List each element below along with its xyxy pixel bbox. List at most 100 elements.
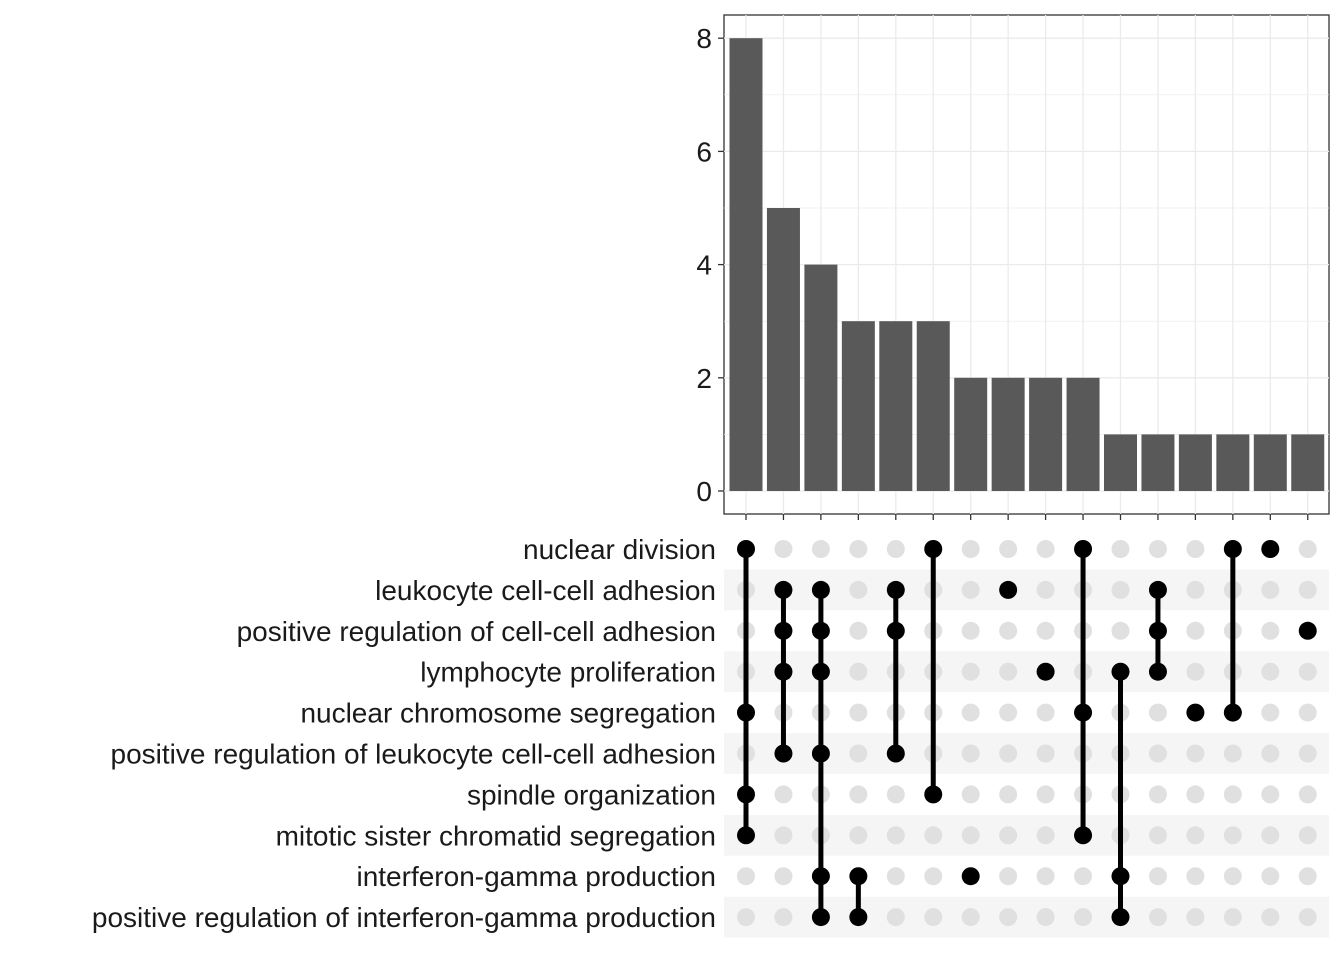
matrix-dot-inactive — [1223, 785, 1242, 804]
intersection-bar — [729, 38, 763, 491]
y-tick-label: 6 — [696, 136, 712, 167]
matrix-dot-inactive — [849, 580, 868, 599]
matrix-dot-active — [774, 621, 793, 640]
matrix-dot-active — [999, 580, 1018, 599]
matrix-dot-inactive — [774, 908, 793, 927]
matrix-dot-inactive — [886, 826, 905, 845]
set-label: interferon-gamma production — [356, 861, 716, 892]
matrix-dot-inactive — [1036, 744, 1055, 763]
matrix-dot-active — [961, 867, 980, 886]
matrix-dot-inactive — [849, 703, 868, 722]
matrix-dot-inactive — [1223, 744, 1242, 763]
matrix-dot-inactive — [1036, 621, 1055, 640]
matrix-dot-inactive — [1298, 540, 1317, 558]
matrix-dot-inactive — [1261, 785, 1280, 804]
matrix-dot-inactive — [999, 703, 1018, 722]
matrix-dot-inactive — [999, 621, 1018, 640]
matrix-dot-inactive — [1111, 580, 1130, 599]
matrix-dot-inactive — [1223, 826, 1242, 845]
matrix-dot-inactive — [1186, 540, 1205, 558]
set-label: positive regulation of cell-cell adhesio… — [237, 616, 716, 647]
set-label: lymphocyte proliferation — [420, 657, 716, 688]
matrix-dot-active — [924, 785, 943, 804]
matrix-dot-inactive — [961, 703, 980, 722]
y-tick-label: 2 — [696, 363, 712, 394]
matrix-dot-inactive — [924, 867, 943, 886]
matrix-dot-inactive — [886, 785, 905, 804]
intersection-bar — [1291, 434, 1325, 491]
intersection-bar — [1066, 377, 1100, 491]
matrix-dot-inactive — [774, 867, 793, 886]
matrix-dot-inactive — [1148, 908, 1167, 927]
matrix-dot-inactive — [1186, 908, 1205, 927]
matrix-dot-inactive — [1036, 867, 1055, 886]
matrix-dot-active — [811, 580, 830, 599]
matrix-dot-inactive — [1298, 867, 1317, 886]
matrix-dot-inactive — [1298, 908, 1317, 927]
matrix-dot-inactive — [961, 662, 980, 681]
intersection-bar — [916, 321, 950, 491]
matrix-dot-inactive — [1261, 867, 1280, 886]
matrix-dot-active — [774, 580, 793, 599]
matrix-dot-inactive — [849, 662, 868, 681]
matrix-dot-active — [811, 621, 830, 640]
matrix-dot-inactive — [1186, 662, 1205, 681]
matrix-dot-active — [737, 785, 755, 804]
matrix-dot-inactive — [774, 785, 793, 804]
matrix-dot-active — [1074, 540, 1093, 558]
matrix-dot-inactive — [1261, 744, 1280, 763]
matrix-dot-inactive — [961, 826, 980, 845]
matrix-dot-inactive — [1036, 826, 1055, 845]
matrix-dot-inactive — [961, 580, 980, 599]
matrix-dot-inactive — [961, 540, 980, 558]
matrix-dot-active — [1036, 662, 1055, 681]
matrix-dot-inactive — [849, 540, 868, 558]
matrix-dot-inactive — [1261, 908, 1280, 927]
matrix-dot-inactive — [924, 908, 943, 927]
matrix-dot-inactive — [1223, 867, 1242, 886]
matrix-dot-inactive — [774, 540, 793, 558]
matrix-dot-active — [1074, 703, 1093, 722]
matrix-dot-active — [1148, 621, 1167, 640]
matrix-dot-inactive — [1148, 826, 1167, 845]
matrix-dot-active — [1223, 540, 1242, 558]
matrix-dot-inactive — [961, 744, 980, 763]
matrix-dot-inactive — [1186, 785, 1205, 804]
matrix-dot-inactive — [1148, 703, 1167, 722]
set-label: positive regulation of leukocyte cell-ce… — [111, 739, 716, 770]
y-tick-label: 0 — [696, 476, 712, 507]
matrix-dot-inactive — [737, 908, 755, 927]
matrix-dot-inactive — [1111, 621, 1130, 640]
matrix-dot-active — [811, 744, 830, 763]
set-label: mitotic sister chromatid segregation — [276, 820, 716, 851]
matrix-dot-active — [1148, 662, 1167, 681]
matrix-dot-inactive — [1148, 785, 1167, 804]
intersection-bar — [1216, 434, 1250, 491]
matrix-dot-inactive — [999, 540, 1018, 558]
matrix-dot-active — [737, 826, 755, 845]
matrix-dot-inactive — [999, 867, 1018, 886]
matrix-dot-inactive — [1261, 826, 1280, 845]
x-ticks — [745, 514, 1309, 520]
matrix-dot-inactive — [999, 662, 1018, 681]
matrix-dot-inactive — [1186, 867, 1205, 886]
matrix-dot-active — [1148, 580, 1167, 599]
matrix-dot-inactive — [1186, 744, 1205, 763]
matrix-dot-inactive — [999, 826, 1018, 845]
matrix-dot-active — [737, 540, 755, 558]
matrix-dot-active — [1074, 826, 1093, 845]
matrix-dot-inactive — [1298, 785, 1317, 804]
matrix-dot-inactive — [1261, 662, 1280, 681]
matrix-dot-active — [811, 867, 830, 886]
matrix-dot-active — [1111, 867, 1130, 886]
matrix-dot-inactive — [1074, 908, 1093, 927]
y-axis: 0 2 4 6 8 — [696, 23, 724, 507]
matrix-dot-inactive — [1036, 703, 1055, 722]
matrix-dot-active — [1223, 703, 1242, 722]
matrix-dot-active — [811, 908, 830, 927]
matrix-dot-inactive — [1186, 621, 1205, 640]
bars — [729, 38, 1325, 491]
matrix-dot-active — [1111, 908, 1130, 927]
y-tick-label: 8 — [696, 23, 712, 54]
